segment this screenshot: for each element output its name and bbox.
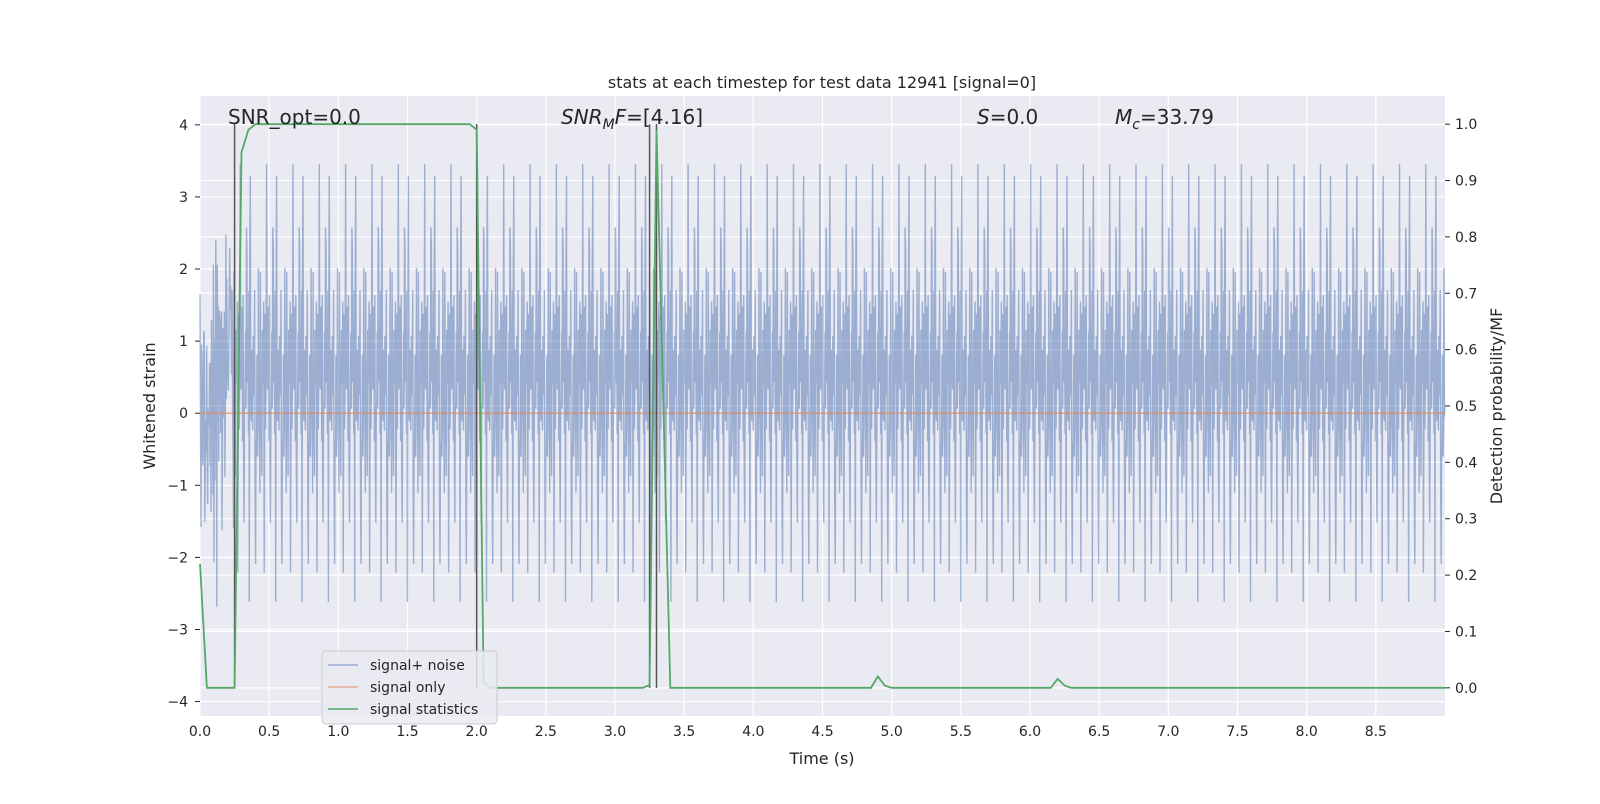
y-right-tick-label-5: 0.5 bbox=[1455, 399, 1477, 415]
annotation-mc-value: =33.79 bbox=[1140, 105, 1214, 129]
annotation-s-var: S bbox=[977, 105, 990, 129]
y-right-tick-label-0: 1.0 bbox=[1455, 117, 1477, 133]
tick-layer: 0.0 0.5 1.0 1.5 2.0 2.5 3.0 3.5 4.0 4.5 5.0 5.5 6.0 6… bbox=[167, 117, 1477, 740]
x-axis-label: Time (s) bbox=[788, 749, 854, 768]
y-right-tick-label-9: 0.1 bbox=[1455, 624, 1477, 640]
series-signal-statistics-line bbox=[199, 123, 1445, 689]
legend-label-signal-only: signal only bbox=[370, 680, 445, 696]
legend: signal+ noise signal only signal statist… bbox=[321, 650, 498, 725]
annotation-snr-mf: SNRMF=[4.16] bbox=[561, 105, 703, 133]
stat-layer bbox=[199, 123, 1445, 689]
x-tick-label-3: 1.5 bbox=[396, 724, 418, 740]
x-tick-label-4: 2.0 bbox=[466, 724, 488, 740]
y-axis-label-left: Whitened strain bbox=[140, 342, 159, 469]
x-tick-label-13: 6.5 bbox=[1088, 724, 1110, 740]
x-tick-label-15: 7.5 bbox=[1226, 724, 1248, 740]
y-axis-label-right: Detection probability/MF bbox=[1487, 308, 1506, 505]
annotation-snr-mf-f: F bbox=[615, 105, 627, 129]
annotation-snr-mf-main: SNR bbox=[561, 105, 603, 129]
y-right-tick-label-3: 0.7 bbox=[1455, 286, 1477, 302]
x-tick-label-5: 2.5 bbox=[535, 724, 557, 740]
y-right-tick-label-8: 0.2 bbox=[1455, 568, 1477, 584]
y-left-tick-label-1: 3 bbox=[179, 190, 188, 206]
x-tick-label-8: 4.0 bbox=[742, 724, 764, 740]
x-tick-label-12: 6.0 bbox=[1019, 724, 1041, 740]
y-left-tick-label-7: −3 bbox=[167, 622, 188, 638]
annotation-snr-mf-sub: M bbox=[603, 117, 615, 133]
marker-layer bbox=[233, 124, 658, 688]
legend-box bbox=[321, 650, 498, 725]
y-right-tick-label-2: 0.8 bbox=[1455, 230, 1477, 246]
annotation-snr-opt: SNR_opt=0.0 bbox=[228, 105, 361, 129]
y-right-tick-label-1: 0.9 bbox=[1455, 174, 1477, 190]
y-right-tick-label-4: 0.6 bbox=[1455, 343, 1477, 359]
y-left-tick-label-4: 0 bbox=[179, 406, 188, 422]
legend-label-signal-statistics: signal statistics bbox=[370, 702, 478, 718]
series-signal-noise-line bbox=[199, 164, 1446, 607]
y-left-tick-label-2: 2 bbox=[179, 262, 188, 278]
y-right-tick-label-10: 0.0 bbox=[1455, 681, 1477, 697]
y-left-tick-label-8: −4 bbox=[167, 695, 188, 711]
x-tick-label-10: 5.0 bbox=[881, 724, 903, 740]
x-tick-label-1: 0.5 bbox=[258, 724, 280, 740]
annotation-snr-mf-value: =[4.16] bbox=[626, 105, 703, 129]
chart-title: stats at each timestep for test data 129… bbox=[608, 73, 1036, 92]
x-tick-label-14: 7.0 bbox=[1157, 724, 1179, 740]
legend-label-signal-noise: signal+ noise bbox=[370, 658, 465, 674]
annotation-mc: Mc=33.79 bbox=[1115, 105, 1214, 133]
x-tick-label-0: 0.0 bbox=[189, 724, 211, 740]
y-left-tick-label-0: 4 bbox=[179, 118, 188, 134]
y-left-tick-label-5: −1 bbox=[167, 478, 188, 494]
annotation-mc-main: M bbox=[1115, 105, 1132, 129]
x-tick-label-16: 8.0 bbox=[1296, 724, 1318, 740]
y-left-tick-label-6: −2 bbox=[167, 550, 188, 566]
annotation-mc-sub: c bbox=[1132, 117, 1140, 133]
annotation-s: S=0.0 bbox=[977, 105, 1038, 129]
x-tick-label-6: 3.0 bbox=[604, 724, 626, 740]
y-right-tick-label-7: 0.3 bbox=[1455, 512, 1477, 528]
y-right-tick-label-6: 0.4 bbox=[1455, 455, 1477, 471]
annotation-s-value: =0.0 bbox=[990, 105, 1039, 129]
noise-layer bbox=[199, 164, 1446, 607]
x-tick-label-9: 4.5 bbox=[811, 724, 833, 740]
x-tick-label-17: 8.5 bbox=[1365, 724, 1387, 740]
x-tick-label-7: 3.5 bbox=[673, 724, 695, 740]
x-tick-label-2: 1.0 bbox=[327, 724, 349, 740]
x-tick-label-11: 5.5 bbox=[950, 724, 972, 740]
y-left-tick-label-3: 1 bbox=[179, 334, 188, 350]
